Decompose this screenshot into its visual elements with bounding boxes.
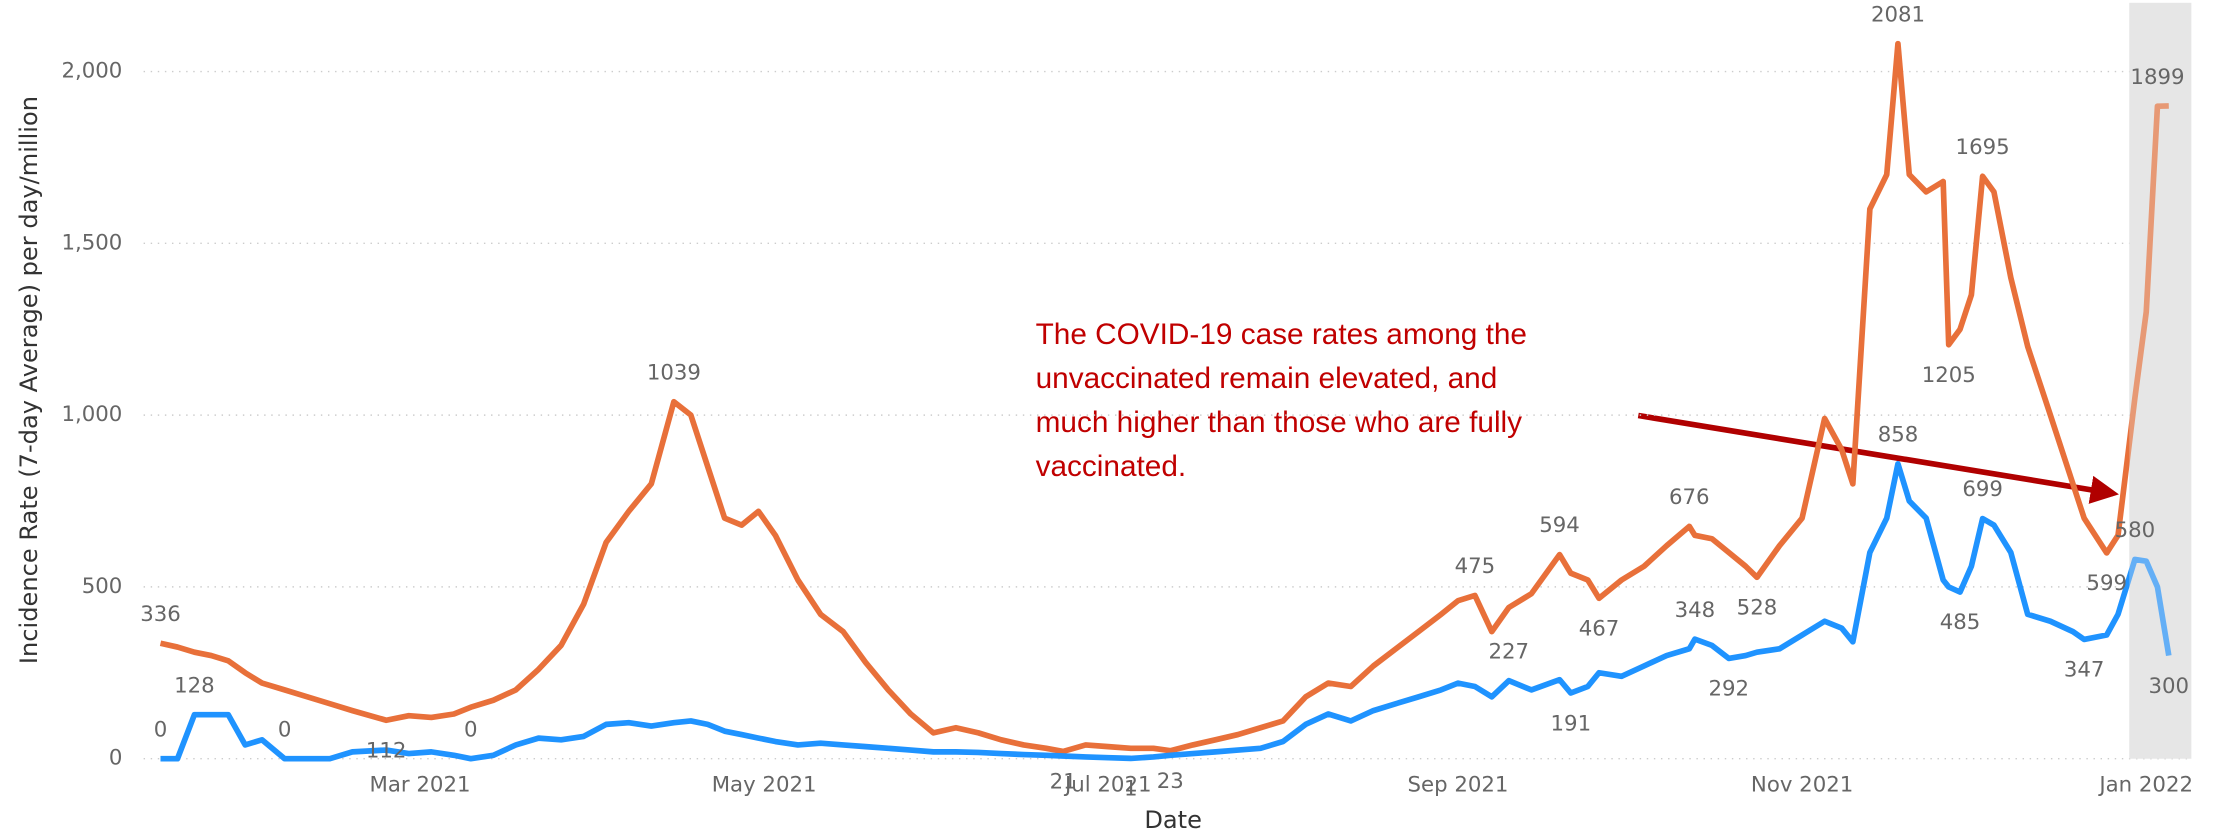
data-label: 599 <box>2086 571 2127 596</box>
data-label: 300 <box>2148 674 2189 699</box>
data-label: 0 <box>278 717 292 742</box>
data-label: 0 <box>154 717 168 742</box>
data-label: 528 <box>1737 595 1778 620</box>
data-label: 128 <box>174 673 215 698</box>
data-label: 336 <box>140 602 181 627</box>
y-tick-label: 2,000 <box>61 59 122 84</box>
highlight-overlay <box>2129 2 2192 759</box>
annotation-arrow <box>1637 412 2119 504</box>
y-axis-title: Incidence Rate (7-day Average) per day/m… <box>15 96 43 664</box>
data-label: 21 <box>1050 770 1077 795</box>
data-label: 467 <box>1579 616 1620 641</box>
annotation-line: The COVID-19 case rates among the <box>1036 318 1527 351</box>
data-label: 23 <box>1157 769 1184 794</box>
data-label: 347 <box>2064 658 2105 683</box>
y-tick-label: 500 <box>82 574 123 599</box>
data-label: 112 <box>366 738 407 763</box>
x-axis-title: Date <box>1144 806 1202 831</box>
annotation-line: much higher than those who are fully <box>1036 406 1523 439</box>
x-tick-label: Sep 2021 <box>1408 773 1509 798</box>
annotation-line: vaccinated. <box>1036 450 1187 483</box>
data-label: 1 <box>1124 777 1138 802</box>
x-tick-label: Jan 2022 <box>2097 773 2193 798</box>
data-label: 1695 <box>1956 135 2010 160</box>
data-label: 1205 <box>1922 363 1976 388</box>
y-tick-label: 0 <box>109 746 123 771</box>
data-label: 191 <box>1551 711 1592 736</box>
data-label: 580 <box>2115 518 2156 543</box>
data-label: 292 <box>1708 677 1749 702</box>
y-tick-label: 1,500 <box>61 230 122 255</box>
data-label: 0 <box>464 717 478 742</box>
data-label: 858 <box>1878 423 1919 448</box>
x-tick-label: Nov 2021 <box>1751 773 1853 798</box>
data-label: 699 <box>1962 477 2003 502</box>
x-tick-label: Jul 2021 <box>1063 773 1152 798</box>
series-line <box>160 461 2172 762</box>
annotation: The COVID-19 case rates among the unvacci… <box>1036 318 1527 483</box>
data-label: 348 <box>1675 598 1716 623</box>
y-tick-label: 1,000 <box>61 402 122 427</box>
annotation-line: unvaccinated remain elevated, and <box>1036 362 1498 395</box>
series-line <box>159 40 2169 755</box>
x-tick-label: May 2021 <box>712 773 817 798</box>
data-label: 1899 <box>2130 65 2184 90</box>
data-label: 227 <box>1488 639 1529 664</box>
data-label: 2081 <box>1871 2 1925 27</box>
data-label: 475 <box>1455 554 1496 579</box>
data-label: 485 <box>1940 610 1981 635</box>
data-label: 594 <box>1539 513 1580 538</box>
data-label: 676 <box>1669 485 1710 510</box>
data-label: 1039 <box>647 360 701 385</box>
x-tick-label: Mar 2021 <box>370 773 471 798</box>
